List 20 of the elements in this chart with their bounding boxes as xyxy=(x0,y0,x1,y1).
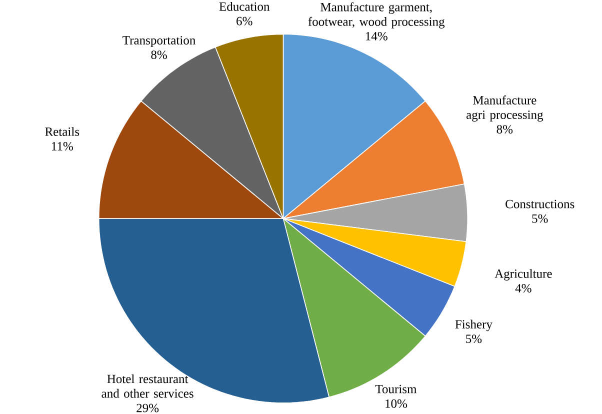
slice-label: Education xyxy=(219,2,270,11)
slice-label: Retails xyxy=(45,126,80,136)
slice-label: Constructions xyxy=(506,200,574,208)
data-label: 8% xyxy=(151,50,167,59)
data-label: 4% xyxy=(515,284,532,292)
data-label: 8% xyxy=(496,124,513,134)
data-label: 5% xyxy=(532,214,548,223)
data-label: 11% xyxy=(52,142,73,150)
slice-label: Hotel restaurant and other services xyxy=(102,374,194,398)
slice-label: Tourism xyxy=(375,384,417,394)
data-label: 10% xyxy=(386,399,408,408)
data-label: 14% xyxy=(366,32,388,40)
slice-label: Transportation xyxy=(122,36,196,47)
slice-label: Agriculture xyxy=(494,268,552,280)
slice-label: Fishery xyxy=(455,320,492,331)
slice-label: Manufacture agri processing xyxy=(466,95,544,122)
data-label: 29% xyxy=(136,404,159,412)
data-label: 6% xyxy=(236,16,252,26)
data-label: 5% xyxy=(466,334,482,343)
slice-label: Manufacture garment, footwear, wood processing xyxy=(308,2,445,28)
